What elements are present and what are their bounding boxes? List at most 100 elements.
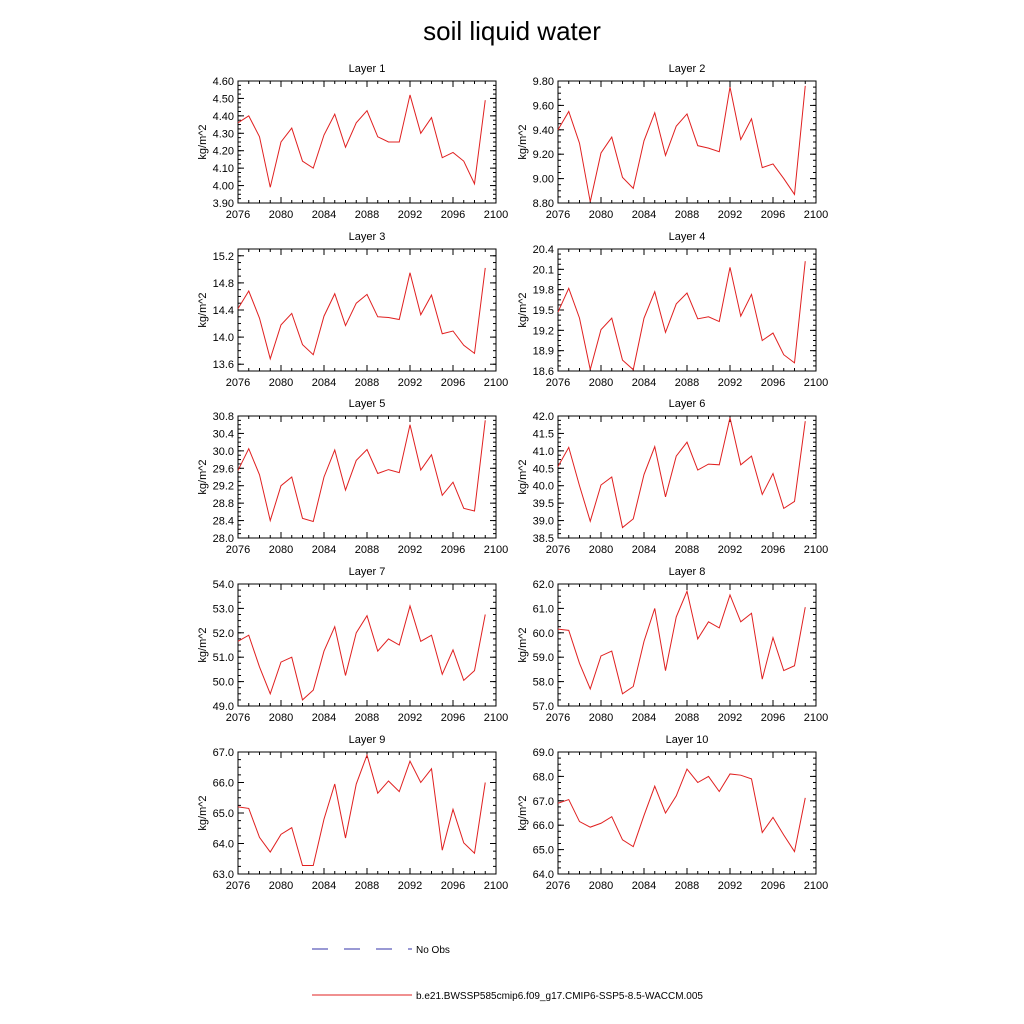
y-tick-label: 28.8 bbox=[213, 498, 234, 510]
x-tick-label: 2096 bbox=[761, 209, 785, 221]
x-tick-label: 2100 bbox=[804, 712, 828, 724]
x-tick-label: 2076 bbox=[546, 880, 570, 892]
plot-frame bbox=[237, 80, 497, 204]
x-tick-label: 2088 bbox=[355, 712, 379, 724]
x-tick-label: 2084 bbox=[632, 880, 656, 892]
y-axis-label: kg/m^2 bbox=[517, 124, 529, 159]
y-tick-label: 15.2 bbox=[213, 251, 234, 263]
x-tick-label: 2092 bbox=[398, 209, 422, 221]
x-tick-label: 2100 bbox=[484, 880, 508, 892]
x-tick-label: 2092 bbox=[398, 880, 422, 892]
x-tick-label: 2100 bbox=[804, 209, 828, 221]
x-tick-label: 2076 bbox=[226, 712, 250, 724]
panel-title: Layer 10 bbox=[666, 734, 709, 746]
y-tick-label: 53.0 bbox=[213, 603, 234, 615]
y-tick-label: 29.2 bbox=[213, 481, 234, 493]
plot-frame bbox=[557, 248, 817, 372]
x-tick-label: 2100 bbox=[804, 377, 828, 389]
x-tick-label: 2076 bbox=[546, 544, 570, 556]
x-tick-label: 2100 bbox=[484, 712, 508, 724]
series-line bbox=[557, 417, 806, 529]
y-tick-label: 41.5 bbox=[533, 428, 554, 440]
y-tick-label: 57.0 bbox=[533, 701, 554, 713]
x-tick-label: 2088 bbox=[355, 377, 379, 389]
x-tick-label: 2088 bbox=[675, 712, 699, 724]
y-tick-label: 18.6 bbox=[533, 366, 554, 378]
x-tick-label: 2088 bbox=[355, 880, 379, 892]
y-axis-label: kg/m^2 bbox=[517, 627, 529, 662]
y-axis-label: kg/m^2 bbox=[197, 795, 209, 830]
y-tick-label: 30.4 bbox=[213, 428, 234, 440]
y-tick-label: 20.4 bbox=[533, 244, 554, 256]
y-tick-label: 18.9 bbox=[533, 346, 554, 358]
x-tick-label: 2096 bbox=[761, 544, 785, 556]
x-tick-label: 2076 bbox=[546, 209, 570, 221]
series-line bbox=[237, 420, 486, 523]
y-tick-label: 9.00 bbox=[533, 174, 554, 186]
panel-5: Layer 5 kg/m^2 2076 2080 2084 2088 2092 2096 210… bbox=[197, 398, 508, 556]
legend-obs-label: No Obs bbox=[416, 945, 450, 956]
y-tick-label: 28.4 bbox=[213, 516, 234, 528]
x-tick-label: 2076 bbox=[226, 377, 250, 389]
y-tick-label: 4.20 bbox=[213, 146, 234, 158]
x-tick-label: 2092 bbox=[718, 209, 742, 221]
y-tick-label: 66.0 bbox=[213, 778, 234, 790]
panel-4: Layer 4 kg/m^2 2076 2080 2084 2088 2092 2096 210… bbox=[517, 231, 828, 389]
y-tick-label: 13.6 bbox=[213, 359, 234, 371]
y-tick-label: 14.4 bbox=[213, 305, 234, 317]
y-tick-label: 40.5 bbox=[533, 463, 554, 475]
panel-9: Layer 9 kg/m^2 2076 2080 2084 2088 2092 2096 210… bbox=[197, 734, 508, 892]
y-tick-label: 4.40 bbox=[213, 111, 234, 123]
panel-title: Layer 6 bbox=[669, 398, 706, 410]
y-tick-label: 51.0 bbox=[213, 652, 234, 664]
panel-6: Layer 6 kg/m^2 2076 2080 2084 2088 2092 2096 210… bbox=[517, 398, 828, 556]
panel-title: Layer 2 bbox=[669, 63, 706, 75]
panel-2: Layer 2 kg/m^2 2076 2080 2084 2088 2092 2096 210… bbox=[517, 63, 828, 221]
y-tick-label: 4.30 bbox=[213, 128, 234, 140]
y-tick-label: 30.8 bbox=[213, 411, 234, 423]
series-line bbox=[237, 94, 486, 188]
y-tick-label: 9.60 bbox=[533, 100, 554, 112]
x-tick-label: 2084 bbox=[312, 377, 336, 389]
x-tick-label: 2088 bbox=[675, 544, 699, 556]
y-tick-label: 9.40 bbox=[533, 125, 554, 137]
x-tick-label: 2100 bbox=[804, 880, 828, 892]
y-tick-label: 9.20 bbox=[533, 149, 554, 161]
y-tick-label: 54.0 bbox=[213, 579, 234, 591]
x-tick-label: 2092 bbox=[398, 544, 422, 556]
plot-frame bbox=[237, 751, 497, 875]
x-tick-label: 2080 bbox=[269, 209, 293, 221]
x-tick-label: 2096 bbox=[761, 377, 785, 389]
plot-frame bbox=[237, 415, 497, 539]
plot-frame bbox=[557, 80, 817, 204]
y-tick-label: 4.60 bbox=[213, 76, 234, 88]
panel-1: Layer 1 kg/m^2 2076 2080 2084 2088 2092 2096 210… bbox=[197, 63, 508, 221]
x-tick-label: 2100 bbox=[484, 377, 508, 389]
series-line bbox=[237, 753, 486, 866]
y-tick-label: 60.0 bbox=[533, 628, 554, 640]
panel-title: Layer 7 bbox=[349, 566, 386, 578]
x-tick-label: 2096 bbox=[761, 712, 785, 724]
y-axis-label: kg/m^2 bbox=[517, 795, 529, 830]
x-tick-label: 2092 bbox=[718, 712, 742, 724]
x-tick-label: 2080 bbox=[589, 712, 613, 724]
x-tick-label: 2092 bbox=[718, 880, 742, 892]
x-tick-label: 2076 bbox=[226, 544, 250, 556]
series-line bbox=[237, 604, 486, 701]
x-tick-label: 2092 bbox=[718, 377, 742, 389]
x-tick-label: 2096 bbox=[441, 377, 465, 389]
panel-title: Layer 3 bbox=[349, 231, 386, 243]
y-tick-label: 8.80 bbox=[533, 198, 554, 210]
y-tick-label: 9.80 bbox=[533, 76, 554, 88]
panel-10: Layer 10 kg/m^2 2076 2080 2084 2088 2092 2096 21… bbox=[517, 734, 828, 892]
x-tick-label: 2096 bbox=[761, 880, 785, 892]
plot-frame bbox=[557, 415, 817, 539]
x-tick-label: 2080 bbox=[589, 209, 613, 221]
x-tick-label: 2076 bbox=[226, 880, 250, 892]
x-tick-label: 2096 bbox=[441, 544, 465, 556]
y-tick-label: 14.8 bbox=[213, 278, 234, 290]
y-tick-label: 62.0 bbox=[533, 579, 554, 591]
panel-8: Layer 8 kg/m^2 2076 2080 2084 2088 2092 2096 210… bbox=[517, 566, 828, 724]
y-axis-label: kg/m^2 bbox=[197, 292, 209, 327]
